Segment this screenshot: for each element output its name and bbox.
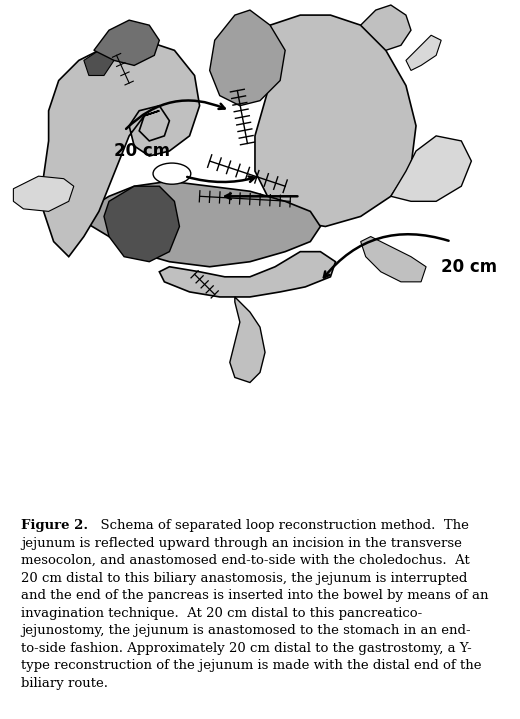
Polygon shape	[391, 136, 472, 201]
Polygon shape	[159, 252, 335, 297]
Polygon shape	[44, 40, 200, 257]
Polygon shape	[84, 50, 114, 75]
Text: jejunum is reflected upward through an incision in the transverse: jejunum is reflected upward through an i…	[21, 537, 462, 550]
Text: Figure 2.: Figure 2.	[21, 519, 88, 532]
Text: mesocolon, and anastomosed end-to-side with the choledochus.  At: mesocolon, and anastomosed end-to-side w…	[21, 554, 470, 567]
Polygon shape	[14, 176, 74, 211]
Text: jejunostomy, the jejunum is anastomosed to the stomach in an end-: jejunostomy, the jejunum is anastomosed …	[21, 624, 471, 637]
Text: and the end of the pancreas is inserted into the bowel by means of an: and the end of the pancreas is inserted …	[21, 590, 488, 603]
Ellipse shape	[153, 163, 191, 184]
Polygon shape	[230, 297, 265, 383]
Text: biliary route.: biliary route.	[21, 677, 108, 690]
Polygon shape	[255, 15, 416, 226]
Text: 20 cm distal to this biliary anastomosis, the jejunum is interrupted: 20 cm distal to this biliary anastomosis…	[21, 572, 467, 585]
Text: invagination technique.  At 20 cm distal to this pancreatico-: invagination technique. At 20 cm distal …	[21, 607, 422, 620]
Text: to-side fashion. Approximately 20 cm distal to the gastrostomy, a Y-: to-side fashion. Approximately 20 cm dis…	[21, 642, 472, 655]
Polygon shape	[84, 181, 320, 267]
Text: 20 cm: 20 cm	[114, 142, 170, 160]
Text: 20 cm: 20 cm	[441, 257, 497, 276]
Text: type reconstruction of the jejunum is made with the distal end of the: type reconstruction of the jejunum is ma…	[21, 659, 482, 672]
Polygon shape	[104, 186, 179, 262]
Polygon shape	[406, 35, 441, 70]
Text: Schema of separated loop reconstruction method.  The: Schema of separated loop reconstruction …	[92, 519, 469, 532]
Polygon shape	[94, 20, 159, 65]
Polygon shape	[361, 5, 411, 50]
Polygon shape	[361, 237, 426, 282]
Polygon shape	[210, 10, 285, 106]
